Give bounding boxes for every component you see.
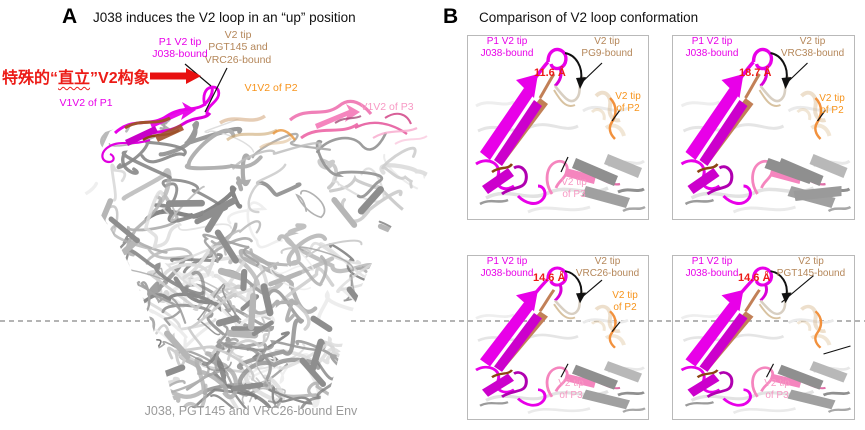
v1v2-crown	[101, 85, 428, 164]
label-j038-br: P1 V2 tip J038-bound	[685, 256, 739, 279]
env-trimer-structure	[58, 63, 432, 408]
panel-b-title: Comparison of V2 loop conformation	[479, 10, 699, 25]
panel-b-letter: B	[443, 5, 459, 28]
label-p3-tl: V2 tip of P3	[561, 177, 587, 200]
pointer-line-pgt145	[204, 67, 228, 113]
label-v1v2-p2: V1V2 of P2	[244, 82, 298, 94]
label-compare-tr: V2 tip VRC38-bound	[780, 36, 845, 59]
distance-br: 14.6 Å	[738, 272, 771, 284]
label-compare-tl: V2 tip PG9-bound	[581, 36, 633, 59]
red-arrow	[150, 68, 201, 84]
distance-tl: 11.6 Å	[534, 67, 566, 79]
label-p2-bl: V2 tip of P2	[612, 290, 638, 313]
label-p3-bl: V2 tip of P3	[558, 378, 584, 401]
distance-bl: 14.6 Å	[533, 272, 566, 284]
label-v1v2-p1: V1V2 of P1	[59, 97, 113, 109]
label-p2-tl: V2 tip of P2	[615, 91, 641, 114]
label-p2-tr: V2 tip of P2	[819, 93, 845, 116]
label-v2-tip-pgt145-vrc26: V2 tip PGT145 and VRC26-bound	[204, 29, 272, 66]
label-compare-br: V2 tip PGT145-bound	[776, 256, 846, 279]
panel-a-letter: A	[62, 5, 78, 28]
subpanel-pgt145	[672, 255, 855, 420]
label-v1v2-p3: V1V2 of P3	[360, 101, 414, 113]
label-p3-br: V2 tip of P3	[764, 378, 790, 401]
subpanel-vrc38	[672, 35, 855, 220]
distance-tr: 18.7 Å	[739, 67, 772, 79]
label-j038-bl: P1 V2 tip J038-bound	[480, 256, 534, 279]
subpanel-vrc26	[467, 255, 649, 420]
chinese-annotation: 特殊的“直立”V2构象	[2, 70, 150, 87]
label-p1-v2-tip-j038: P1 V2 tip J038-bound	[152, 36, 208, 61]
subpanel-pg9	[467, 35, 649, 220]
label-j038-tl: P1 V2 tip J038-bound	[480, 36, 534, 59]
panel-a-title: J038 induces the V2 loop in an “up” posi…	[93, 10, 356, 25]
label-compare-bl: V2 tip VRC26-bound	[575, 256, 640, 279]
panel-a-caption: J038, PGT145 and VRC26-bound Env	[144, 404, 358, 418]
label-j038-tr: P1 V2 tip J038-bound	[685, 36, 739, 59]
